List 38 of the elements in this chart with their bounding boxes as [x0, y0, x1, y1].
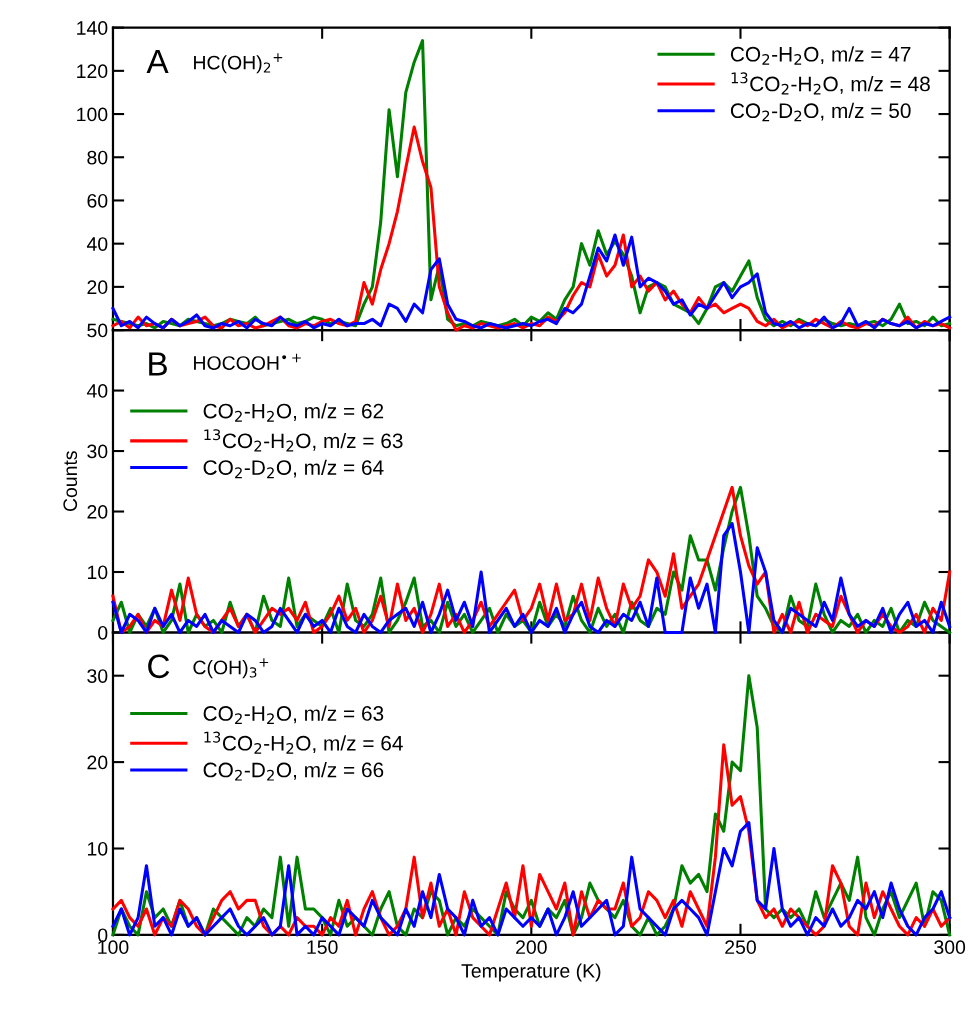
legend-label: CO$_{2}$-H$_{2}$O, m/z = 62 [203, 403, 384, 422]
y-tick-label: 40 [86, 237, 108, 251]
y-tick-label: 10 [87, 565, 108, 580]
annotation: HC(OH)$_{2}$$^{+}$ [194, 53, 283, 74]
y-tick-label: 0 [98, 625, 108, 640]
y-tick-label: 60 [87, 193, 108, 208]
y-tick-label: 100 [77, 107, 108, 122]
legend-label: $^{13}$CO$_{2}$-H$_{2}$O, m/z = 64 [204, 731, 403, 754]
x-tick-label: 250 [725, 940, 756, 955]
legend-label: $^{13}$CO$_{2}$-H$_{2}$O, m/z = 48 [731, 72, 930, 95]
annotation: B [149, 352, 167, 376]
annotation: HOCOOH$^{•+}$ [194, 353, 301, 370]
y-tick-label: 50 [87, 323, 108, 338]
legend-label: CO$_{2}$-D$_{2}$O, m/z = 50 [730, 102, 911, 122]
y-tick-label: 0 [98, 928, 108, 943]
x-tick-label: 150 [307, 940, 338, 955]
legend-label: $^{13}$CO$_{2}$-H$_{2}$O, m/z = 63 [204, 429, 403, 452]
y-tick-label: 20 [87, 280, 108, 295]
x-tick-label: 200 [516, 940, 547, 955]
legend-label: CO$_{2}$-D$_{2}$O, m/z = 66 [203, 762, 384, 781]
x-axis-title: Temperature (K) [461, 963, 601, 982]
legend-label: CO$_{2}$-H$_{2}$O, m/z = 47 [730, 46, 911, 65]
y-tick-label: 80 [87, 150, 108, 165]
y-tick-label: 40 [86, 384, 108, 398]
y-tick-label: 140 [77, 21, 108, 35]
y-tick-label: 30 [87, 669, 108, 683]
annotation: C [148, 654, 170, 679]
y-tick-label: 20 [87, 504, 108, 519]
y-tick-label: 30 [87, 444, 108, 459]
legend-label: CO$_{2}$-H$_{2}$O, m/z = 63 [203, 705, 384, 725]
y-tick-label: 120 [77, 64, 108, 79]
annotation: A [146, 50, 169, 73]
y-tick-label: 10 [87, 841, 108, 856]
x-tick-label: 300 [934, 940, 966, 955]
annotation: C(OH)$_{3}$$^{+}$ [193, 658, 269, 679]
legend-label: CO$_{2}$-D$_{2}$O, m/z = 64 [203, 459, 384, 479]
y-tick-label: 20 [87, 755, 108, 770]
y-axis-title: Counts [63, 451, 78, 512]
